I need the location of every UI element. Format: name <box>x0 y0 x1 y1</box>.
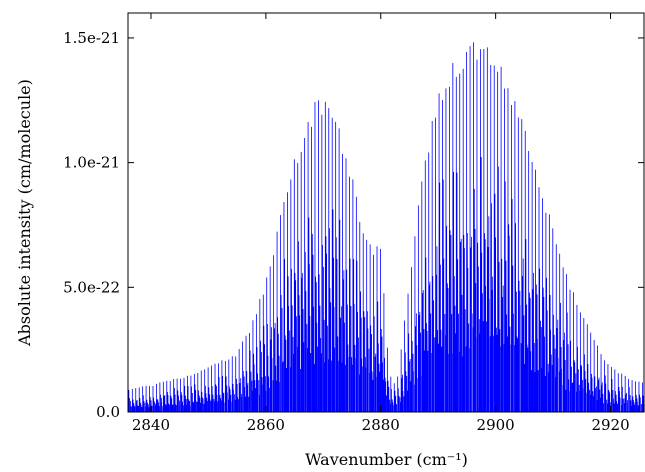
x-tick-label: 2880 <box>362 416 400 434</box>
plot-area <box>128 42 645 412</box>
axis-ticks: 2840 2860 2880 2900 2920 0.0 5.0e-22 1.0e-21 1.5… <box>63 13 644 434</box>
x-tick-label: 2900 <box>477 416 515 434</box>
y-tick-label: 5.0e-22 <box>63 278 120 296</box>
y-tick-label: 0.0 <box>96 403 120 421</box>
y-tick-label: 1.0e-21 <box>63 154 120 172</box>
y-tick-label: 1.5e-21 <box>63 29 120 47</box>
x-axis-label: Wavenumber (cm⁻¹) <box>305 450 468 469</box>
spectrum-series-line <box>128 42 645 412</box>
y-axis-label: Absolute intensity (cm/molecule) <box>15 79 34 347</box>
x-tick-label: 2920 <box>591 416 629 434</box>
x-tick-label: 2840 <box>132 416 170 434</box>
x-tick-label: 2860 <box>247 416 285 434</box>
plot-frame <box>127 12 645 413</box>
